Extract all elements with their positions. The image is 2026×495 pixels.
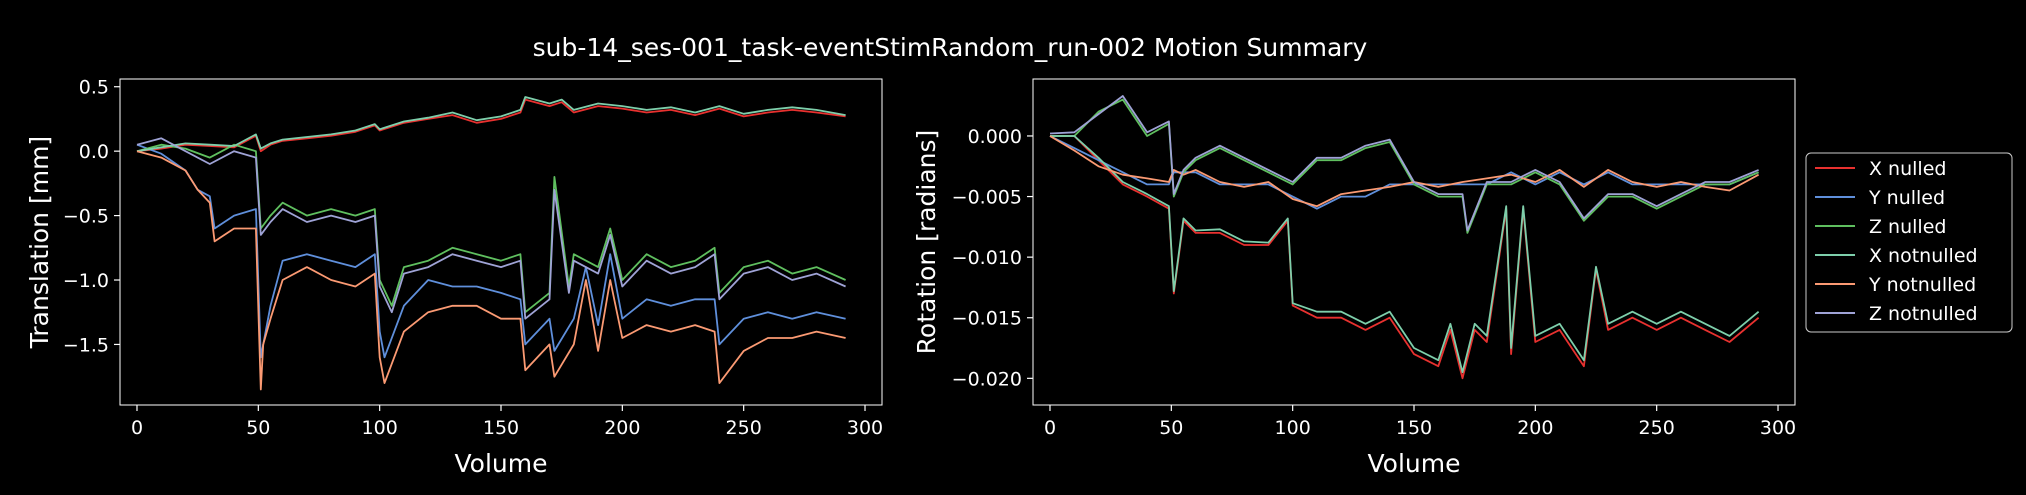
translation-series-line-y-nulled xyxy=(136,143,846,359)
translation-x-axis-label: Volume xyxy=(455,449,548,478)
rotation-series-line-y-notnulled xyxy=(1049,135,1760,208)
translation-x-tick-label: 250 xyxy=(726,417,762,439)
legend-entry-y-nulled: Y nulled xyxy=(1868,187,1945,209)
legend-entry-z-nulled: Z nulled xyxy=(1869,216,1946,238)
legend-entry-x-notnulled: X notnulled xyxy=(1869,245,1978,267)
rotation-y-tick-label: 0.000 xyxy=(968,126,1022,148)
legend-entry-x-nulled: X nulled xyxy=(1869,158,1946,180)
translation-chart: 0 50 100 150 200 250 300 −1.5 −1.0 −0.5 0.0 0.5 Volu… xyxy=(25,77,883,478)
rotation-y-tick-label: −0.015 xyxy=(952,308,1022,330)
translation-x-tick-label: 150 xyxy=(483,417,519,439)
rotation-x-tick-label: 50 xyxy=(1159,417,1183,439)
translation-y-tick-label: −1.5 xyxy=(63,334,109,356)
translation-series-line-z-notnulled xyxy=(136,137,846,320)
rotation-x-axis-label: Volume xyxy=(1368,449,1461,478)
translation-x-tick-label: 0 xyxy=(131,417,143,439)
rotation-y-tick-label: −0.005 xyxy=(952,187,1022,209)
legend-entry-y-notnulled: Y notnulled xyxy=(1868,274,1976,296)
rotation-y-axis-label: Rotation [radians] xyxy=(912,130,941,355)
figure-title: sub-14_ses-001_task-eventStimRandom_run-… xyxy=(533,33,1368,62)
rotation-series-line-x-notnulled xyxy=(1050,135,1760,374)
translation-x-tick-label: 300 xyxy=(847,417,883,439)
rotation-series-line-z-notnulled xyxy=(1049,95,1759,232)
rotation-x-tick-label: 150 xyxy=(1396,417,1432,439)
translation-x-tick-label: 100 xyxy=(362,417,398,439)
translation-series-line-y-notnulled xyxy=(136,150,846,391)
rotation-x-tick-label: 0 xyxy=(1044,417,1056,439)
rotation-y-tick-label: −0.020 xyxy=(952,368,1022,390)
rotation-x-tick-label: 250 xyxy=(1639,417,1675,439)
translation-y-axis-label: Translation [mm] xyxy=(25,136,54,349)
translation-x-tick-label: 50 xyxy=(246,417,270,439)
legend: X nulled Y nulled Z nulled X notnulled Y not… xyxy=(1805,152,2013,333)
rotation-x-tick-label: 200 xyxy=(1517,417,1553,439)
translation-y-tick-label: −0.5 xyxy=(63,206,109,228)
translation-y-tick-label: −1.0 xyxy=(63,270,109,292)
legend-box xyxy=(1805,152,2013,333)
translation-y-tick-label: 0.5 xyxy=(79,77,109,99)
rotation-x-tick-label: 300 xyxy=(1760,417,1796,439)
translation-series-line-x-notnulled xyxy=(136,96,846,153)
rotation-chart: 0 50 100 150 200 250 300 −0.020 −0.015 −0.010 −0.0… xyxy=(912,78,1796,478)
translation-series-line-z-nulled xyxy=(136,143,846,314)
legend-entry-z-notnulled: Z notnulled xyxy=(1869,303,1978,325)
rotation-x-tick-label: 100 xyxy=(1275,417,1311,439)
rotation-y-tick-label: −0.010 xyxy=(952,247,1022,269)
translation-y-tick-label: 0.0 xyxy=(79,141,109,163)
rotation-series-line-y-nulled xyxy=(1049,135,1759,210)
translation-x-tick-label: 200 xyxy=(604,417,640,439)
